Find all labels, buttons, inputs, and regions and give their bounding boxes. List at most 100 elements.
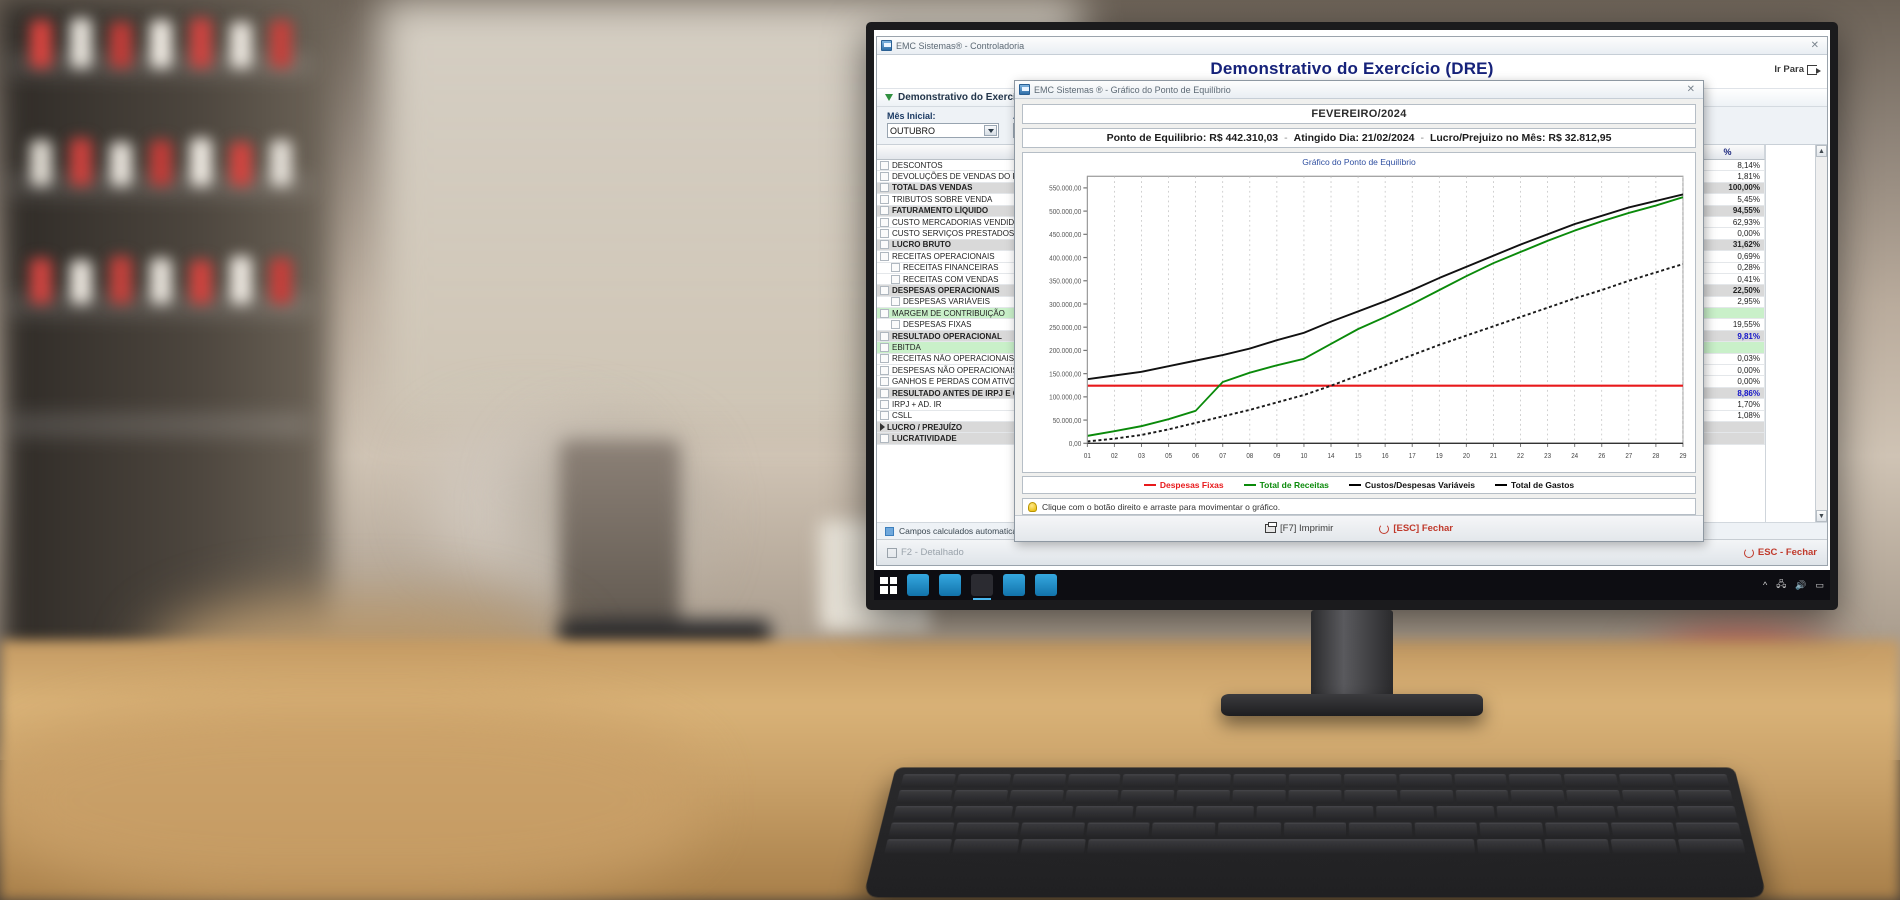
- chart-window-title: EMC Sistemas ® - Gráfico do Ponto de Equ…: [1034, 84, 1231, 95]
- grid-scrollbar[interactable]: ▲ ▼: [1815, 145, 1827, 522]
- table-row[interactable]: DESCONTOS: [877, 160, 1036, 172]
- windows-start-icon[interactable]: [880, 576, 897, 594]
- table-row[interactable]: CUSTO MERCADORIAS VENDIDAS: [877, 217, 1036, 229]
- legend-item-3: Total de Gastos: [1495, 480, 1574, 490]
- row-select-box[interactable]: [880, 354, 889, 364]
- table-row[interactable]: FATURAMENTO LÍQUIDO: [877, 205, 1036, 217]
- table-row[interactable]: TRIBUTOS SOBRE VENDA: [877, 194, 1036, 206]
- emc-app-icon[interactable]: [971, 574, 993, 600]
- x-tick-label: 02: [1111, 452, 1118, 460]
- controladoria-titlebar[interactable]: EMC Sistemas® - Controladoria ✕: [877, 37, 1827, 55]
- dre-grid-labels: DESCONTOS DEVOLUÇÕES DE VENDAS DO PER. TOT…: [877, 145, 1037, 522]
- row-select-box[interactable]: [891, 274, 900, 284]
- print-button[interactable]: [F7] Imprimir: [1265, 522, 1333, 534]
- edge-app-icon[interactable]: [1035, 574, 1057, 596]
- table-row-label: RECEITAS OPERACIONAIS: [892, 251, 995, 261]
- row-select-box[interactable]: [880, 342, 889, 352]
- plot-area[interactable]: 0,00 50.000,00 100.000,00 150.000,00 200.000…: [1027, 169, 1691, 470]
- detail-button[interactable]: F2 - Detalhado: [887, 547, 964, 558]
- x-tick-label: 21: [1490, 452, 1497, 460]
- table-row[interactable]: TOTAL DAS VENDAS: [877, 182, 1036, 195]
- controladoria-footer: F2 - Detalhado ESC - Fechar: [877, 539, 1827, 565]
- table-row[interactable]: EBITDA: [877, 342, 1036, 354]
- table-row[interactable]: MARGEM DE CONTRIBUIÇÃO: [877, 308, 1036, 320]
- row-select-box[interactable]: [880, 229, 889, 239]
- table-cell-percent: 8,14%: [1691, 160, 1765, 172]
- phone-app-icon[interactable]: [907, 574, 929, 596]
- close-icon[interactable]: ✕: [1686, 84, 1695, 95]
- app-icon: [881, 40, 892, 51]
- row-select-box[interactable]: [880, 308, 889, 318]
- table-row[interactable]: LUCRO BRUTO: [877, 239, 1036, 252]
- series-line-1: [1087, 196, 1684, 437]
- row-select-box[interactable]: [880, 285, 889, 295]
- row-select-box[interactable]: [880, 331, 889, 341]
- row-select-box[interactable]: [880, 206, 889, 216]
- table-row[interactable]: DESPESAS VARIÁVEIS: [877, 297, 1036, 309]
- table-row[interactable]: RECEITAS OPERACIONAIS: [877, 251, 1036, 263]
- volume-icon[interactable]: 🔊: [1795, 579, 1807, 590]
- table-cell-percent: 0,00%: [1691, 228, 1765, 240]
- collapse-arrow-icon[interactable]: [885, 94, 893, 101]
- table-cell-percent: 31,62%: [1691, 239, 1765, 252]
- goto-button[interactable]: Ir Para: [1774, 64, 1821, 75]
- row-select-box[interactable]: [880, 217, 889, 227]
- monitor: EMC Sistemas® - Controladoria ✕ Demonstr…: [866, 22, 1838, 716]
- table-row[interactable]: RECEITAS FINANCEIRAS: [877, 263, 1036, 274]
- scroll-track[interactable]: [1816, 157, 1827, 510]
- row-select-box[interactable]: [880, 240, 889, 250]
- row-select-box[interactable]: [880, 194, 889, 204]
- box-app-icon[interactable]: [939, 574, 961, 596]
- table-row[interactable]: RECEITAS COM VENDAS: [877, 274, 1036, 286]
- chart-body: FEVEREIRO/2024 Ponto de Equilibrio: R$ 4…: [1015, 99, 1703, 515]
- globe-app-icon[interactable]: [1003, 574, 1025, 596]
- table-row[interactable]: CSLL: [877, 411, 1036, 422]
- row-select-box[interactable]: [880, 251, 889, 261]
- x-tick-label: 24: [1571, 452, 1578, 460]
- row-select-box[interactable]: [891, 320, 900, 330]
- row-select-box[interactable]: [880, 160, 889, 170]
- close-window-button[interactable]: ESC - Fechar: [1743, 547, 1817, 558]
- row-select-box[interactable]: [880, 377, 889, 387]
- close-icon[interactable]: ✕: [1810, 40, 1819, 51]
- table-row[interactable]: DESPESAS FIXAS: [877, 319, 1036, 331]
- table-row[interactable]: GANHOS E PERDAS COM ATIVO: [877, 376, 1036, 388]
- row-select-box[interactable]: [880, 388, 889, 398]
- table-row[interactable]: IRPJ + AD. IR: [877, 399, 1036, 411]
- notification-icon[interactable]: ▭: [1815, 579, 1824, 590]
- table-row[interactable]: LUCRO / PREJUÍZO: [877, 421, 1036, 434]
- table-row[interactable]: RECEITAS NÃO OPERACIONAIS: [877, 354, 1036, 366]
- table-row[interactable]: DESPESAS NÃO OPERACIONAIS: [877, 365, 1036, 377]
- row-select-box[interactable]: [891, 263, 900, 273]
- chevron-down-icon[interactable]: [984, 125, 997, 136]
- legend-label-0: Despesas Fixas: [1159, 480, 1224, 490]
- scroll-up-icon[interactable]: ▲: [1816, 145, 1827, 157]
- row-select-box[interactable]: [880, 434, 889, 444]
- row-select-box[interactable]: [880, 172, 889, 182]
- row-select-box[interactable]: [880, 399, 889, 409]
- chart-close-button[interactable]: [ESC] Fechar: [1379, 523, 1453, 534]
- system-tray: ^ 🖧 🔊 ▭: [1763, 577, 1824, 593]
- table-row[interactable]: LUCRATIVIDADE: [877, 433, 1036, 445]
- network-icon[interactable]: 🖧: [1776, 579, 1787, 589]
- table-row[interactable]: DESPESAS OPERACIONAIS: [877, 285, 1036, 297]
- table-row-label: FATURAMENTO LÍQUIDO: [892, 206, 989, 216]
- x-tick-label: 19: [1436, 452, 1443, 460]
- breakeven-line-chart[interactable]: 0,00 50.000,00 100.000,00 150.000,00 200.000…: [1027, 169, 1691, 470]
- scroll-down-icon[interactable]: ▼: [1816, 510, 1827, 522]
- auto-fields-checkbox[interactable]: [885, 526, 894, 536]
- row-select-box[interactable]: [880, 365, 889, 375]
- table-row[interactable]: DEVOLUÇÕES DE VENDAS DO PER.: [877, 171, 1036, 183]
- keyboard-row: [896, 790, 1734, 804]
- chart-titlebar[interactable]: EMC Sistemas ® - Gráfico do Ponto de Equ…: [1015, 81, 1703, 99]
- row-select-box[interactable]: [891, 297, 900, 307]
- table-row[interactable]: RESULTADO ANTES DE IRPJ E C: [877, 387, 1036, 400]
- chevron-up-icon[interactable]: ^: [1762, 580, 1768, 590]
- row-select-box[interactable]: [880, 411, 889, 421]
- month-select[interactable]: OUTUBRO: [887, 123, 999, 138]
- table-row[interactable]: CUSTO SERVIÇOS PRESTADOS: [877, 228, 1036, 240]
- row-select-box[interactable]: [880, 183, 889, 193]
- table-row-label: LUCRO BRUTO: [892, 240, 951, 250]
- table-row[interactable]: RESULTADO OPERACIONAL: [877, 330, 1036, 343]
- y-tick-label: 100.000,00: [1049, 393, 1081, 402]
